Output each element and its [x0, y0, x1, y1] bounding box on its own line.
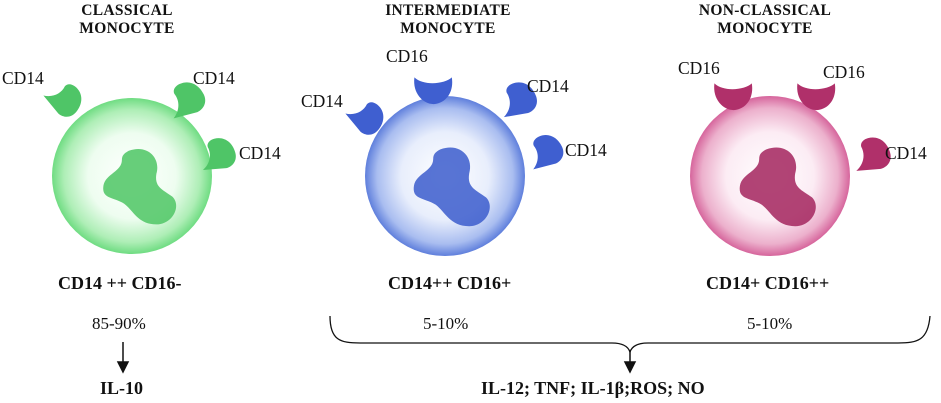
classical-title-line2: MONOCYTE	[79, 20, 175, 37]
nonclassical-cell	[690, 96, 850, 256]
intermediate-cd14-receptor-right	[521, 129, 568, 174]
nonclassical-cd16-label-right: CD16	[823, 62, 865, 82]
intermediate-title-line1: INTERMEDIATE	[385, 2, 511, 19]
classical-cd14-receptor-left	[40, 74, 89, 122]
nonclassical-title: NON-CLASSICAL MONOCYTE	[680, 2, 850, 38]
nonclassical-title-line2: MONOCYTE	[717, 20, 813, 37]
classical-cell	[52, 98, 212, 254]
classical-cd14-label-left: CD14	[2, 68, 44, 88]
classical-title-line1: CLASSICAL	[81, 2, 173, 19]
intermediate-cd16-label: CD16	[386, 46, 428, 66]
grouped-arrow	[623, 350, 637, 374]
intermediate-phenotype: CD14++ CD16+	[388, 273, 512, 293]
nonclassical-percent: 5-10%	[747, 314, 793, 333]
intermediate-cd14-label-top-right: CD14	[527, 76, 569, 96]
intermediate-cd14-label-left: CD14	[301, 91, 343, 111]
intermediate-title: INTERMEDIATE MONOCYTE	[368, 2, 528, 38]
intermediate-cell	[365, 96, 525, 256]
classical-output: IL-10	[100, 378, 144, 398]
classical-percent: 85-90%	[92, 314, 146, 333]
classical-arrow	[116, 342, 130, 374]
classical-cd14-label-right: CD14	[239, 143, 281, 163]
intermediate-cd14-label-right: CD14	[565, 140, 607, 160]
intermediate-title-line2: MONOCYTE	[400, 20, 496, 37]
grouped-output: IL-12; TNF; IL-1β;ROS; NO	[481, 378, 705, 398]
grouping-brace	[329, 315, 931, 355]
nonclassical-cd16-label-left: CD16	[678, 58, 720, 78]
nonclassical-title-line1: NON-CLASSICAL	[698, 2, 832, 19]
intermediate-percent: 5-10%	[423, 314, 469, 333]
nonclassical-cd14-label: CD14	[885, 143, 927, 163]
nonclassical-phenotype: CD14+ CD16++	[706, 273, 830, 293]
classical-title: CLASSICAL MONOCYTE	[62, 2, 192, 38]
classical-cd14-label-top-right: CD14	[193, 68, 235, 88]
classical-phenotype: CD14 ++ CD16-	[58, 273, 182, 293]
